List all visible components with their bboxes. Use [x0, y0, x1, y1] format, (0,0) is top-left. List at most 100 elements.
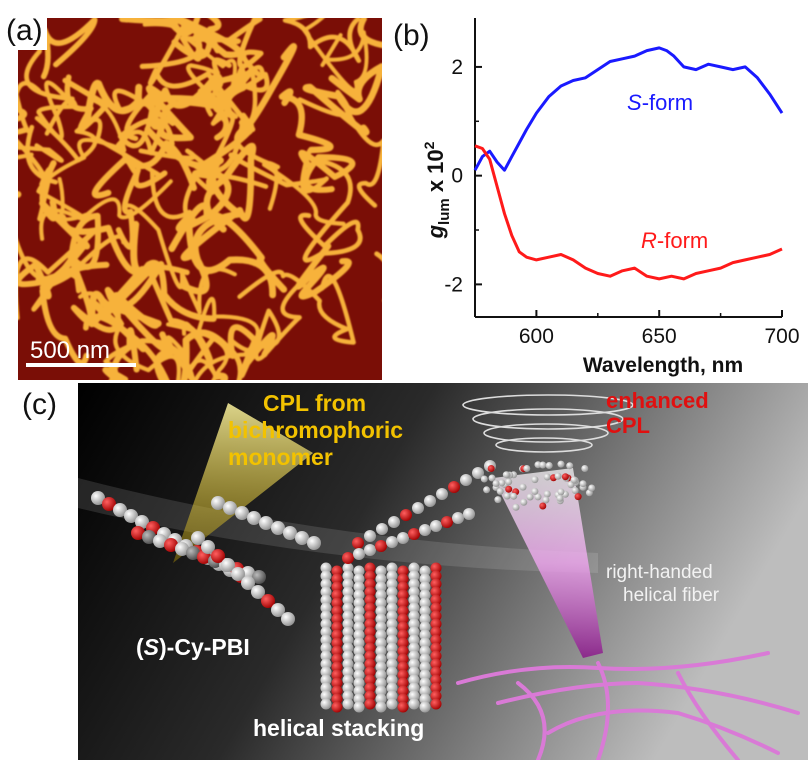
atom	[375, 540, 387, 552]
atom	[331, 653, 343, 665]
atom	[441, 516, 453, 528]
series-line-s-form	[473, 46, 784, 172]
atom	[271, 603, 285, 617]
atom	[342, 618, 354, 630]
fiber-text: right-handed helical fiber	[606, 562, 720, 606]
atom	[261, 594, 275, 608]
afm-fiber	[297, 89, 386, 208]
atom	[397, 701, 409, 713]
atom	[397, 532, 409, 544]
atom	[554, 472, 562, 480]
atom	[386, 690, 398, 702]
atom	[331, 621, 343, 633]
atom	[397, 581, 409, 593]
atom	[364, 682, 376, 694]
svg-text:glum x 102: glum x 102	[421, 141, 453, 239]
atom	[419, 589, 431, 601]
atom	[419, 637, 431, 649]
atom	[375, 677, 387, 689]
afm-fiber	[83, 79, 143, 123]
atom	[386, 634, 398, 646]
atom	[353, 661, 365, 673]
atom	[342, 578, 354, 590]
atom	[430, 562, 442, 574]
atom	[271, 521, 285, 535]
atom	[588, 484, 596, 492]
atom	[364, 674, 376, 686]
atom	[375, 597, 387, 609]
atom	[175, 542, 189, 556]
atom	[579, 480, 587, 488]
path-band	[78, 478, 598, 573]
atom	[483, 486, 491, 494]
atom	[320, 586, 332, 598]
atom	[113, 503, 127, 517]
atom	[419, 573, 431, 585]
stacking-text: helical stacking	[253, 715, 424, 741]
atom	[211, 496, 225, 510]
atom	[164, 538, 178, 552]
monomer-name: (S)-Cy-PBI	[136, 634, 250, 660]
y-tick-label: 2	[451, 56, 463, 79]
atom	[386, 536, 398, 548]
atom	[430, 666, 442, 678]
atom	[386, 674, 398, 686]
atom	[496, 487, 504, 495]
atom	[353, 629, 365, 641]
atom	[364, 666, 376, 678]
atom	[520, 498, 528, 506]
atom	[353, 645, 365, 657]
atom	[375, 693, 387, 705]
atom	[364, 642, 376, 654]
atom	[375, 645, 387, 657]
atom	[386, 562, 398, 574]
atom	[397, 693, 409, 705]
atom	[247, 511, 261, 525]
atom	[259, 516, 273, 530]
atom	[397, 661, 409, 673]
atom	[542, 496, 550, 504]
atom	[331, 589, 343, 601]
afm-fiber	[117, 88, 175, 149]
atom	[252, 570, 266, 584]
atom	[408, 570, 420, 582]
atom	[498, 479, 506, 487]
atom	[397, 589, 409, 601]
atom	[375, 629, 387, 641]
atom	[364, 690, 376, 702]
atom	[353, 669, 365, 681]
atom	[397, 645, 409, 657]
atom	[342, 690, 354, 702]
atom	[397, 597, 409, 609]
afm-fiber	[122, 203, 237, 315]
atom	[419, 685, 431, 697]
atom	[320, 602, 332, 614]
atom	[364, 658, 376, 670]
atom	[135, 515, 149, 529]
afm-fiber	[166, 296, 260, 386]
atom	[353, 693, 365, 705]
atom	[494, 496, 502, 504]
atom	[574, 493, 582, 501]
series-label-s-form: S-form	[627, 90, 693, 115]
callout-text: CPL from bichromophoric monomer	[228, 390, 409, 470]
atom	[534, 493, 542, 501]
scale-bar	[26, 363, 136, 367]
atom	[364, 562, 376, 574]
atom	[221, 558, 235, 572]
afm-fiber	[11, 81, 53, 222]
atom	[320, 610, 332, 622]
atom	[320, 562, 332, 574]
atom	[419, 677, 431, 689]
atom	[353, 701, 365, 713]
atom	[320, 698, 332, 710]
atom	[419, 581, 431, 593]
atom	[342, 594, 354, 606]
panel-c-label: (c)	[22, 388, 57, 421]
afm-fiber	[302, 63, 386, 136]
atom	[364, 578, 376, 590]
atom	[419, 645, 431, 657]
atom	[353, 589, 365, 601]
atom	[545, 462, 553, 469]
atom	[320, 682, 332, 694]
